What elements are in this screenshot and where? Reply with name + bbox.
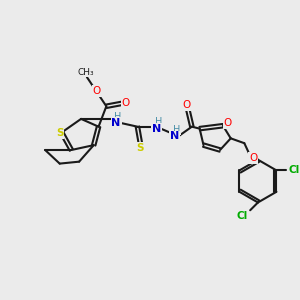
Text: Cl: Cl bbox=[288, 165, 300, 176]
Text: CH₃: CH₃ bbox=[78, 68, 94, 77]
Text: S: S bbox=[56, 128, 63, 139]
Text: O: O bbox=[224, 118, 232, 128]
Text: S: S bbox=[136, 143, 144, 153]
Text: O: O bbox=[92, 86, 101, 96]
Text: N: N bbox=[152, 124, 161, 134]
Text: H: H bbox=[114, 112, 122, 122]
Text: O: O bbox=[122, 98, 130, 108]
Text: N: N bbox=[170, 131, 179, 141]
Text: O: O bbox=[249, 153, 257, 163]
Text: N: N bbox=[111, 118, 121, 128]
Text: H: H bbox=[172, 124, 180, 135]
Text: Cl: Cl bbox=[237, 211, 248, 221]
Text: H: H bbox=[155, 117, 163, 127]
Text: O: O bbox=[182, 100, 190, 110]
